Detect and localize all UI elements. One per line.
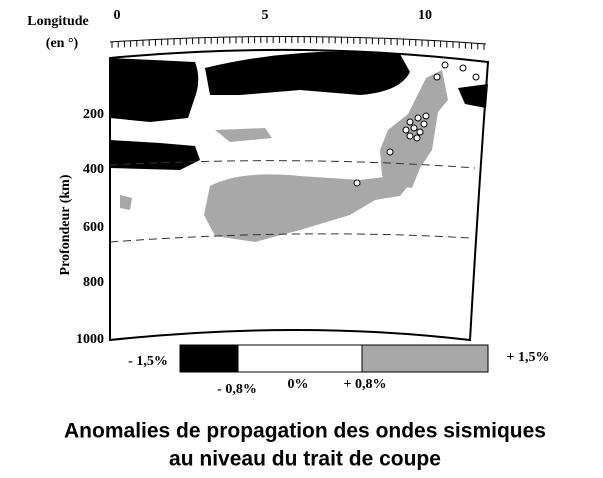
cross-section — [109, 48, 490, 342]
caption: au niveau du trait de coupe — [169, 448, 441, 471]
legend — [179, 344, 489, 373]
top-axis — [109, 35, 487, 50]
legend-label: + 1,5% — [507, 350, 550, 365]
x-axis-label: Longitude — [27, 14, 88, 29]
y-tick-label: 800 — [83, 275, 104, 290]
legend-tick: + 0,8% — [344, 377, 387, 392]
legend-tick: - 0,8% — [217, 382, 257, 397]
y-axis-label: Profondeur (km) — [58, 174, 73, 275]
y-tick-label: 200 — [83, 107, 104, 122]
legend-tick: 0% — [288, 377, 309, 392]
x-tick-label: 5 — [262, 8, 269, 23]
y-tick-label: 400 — [83, 162, 104, 177]
x-tick-label: 0 — [114, 8, 121, 23]
y-tick-label: 1000 — [76, 332, 104, 347]
x-tick-label: 10 — [418, 8, 432, 23]
y-tick-label: 600 — [83, 220, 104, 235]
legend-label: - 1,5% — [128, 354, 168, 369]
x-axis-unit: (en °) — [46, 36, 79, 51]
caption: Anomalies de propagation des ondes sismi… — [64, 420, 546, 443]
